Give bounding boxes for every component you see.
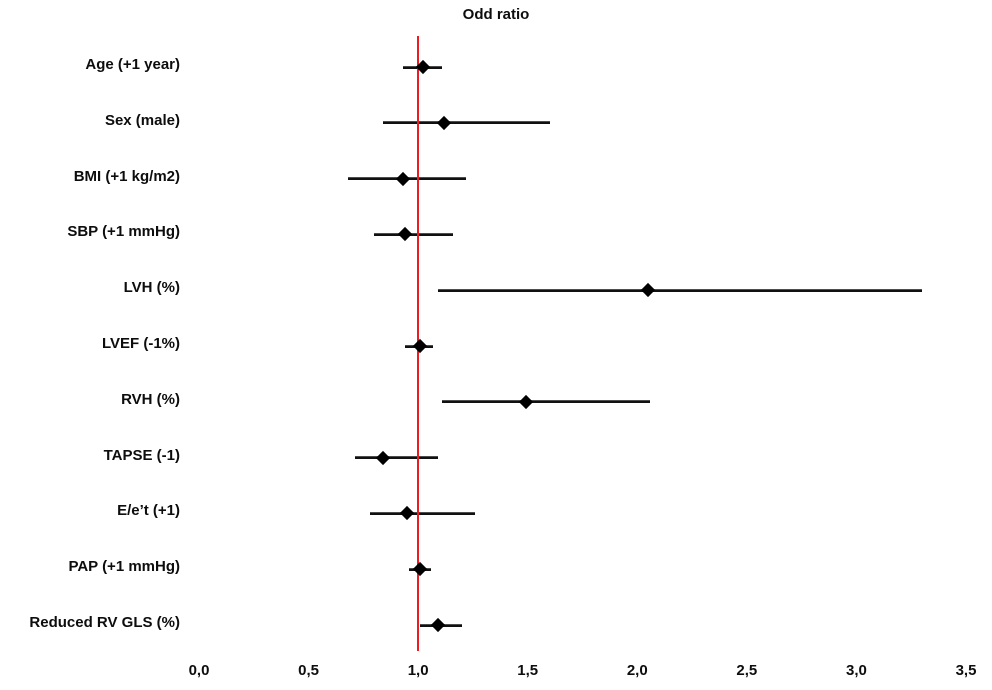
ci-line <box>383 121 550 125</box>
or-marker <box>413 562 428 577</box>
row-label: SBP (+1 mmHg) <box>67 223 180 241</box>
x-tick-label: 3,0 <box>845 662 867 679</box>
ci-line <box>369 511 476 515</box>
row-label: RVH (%) <box>121 390 180 408</box>
row-label: Sex (male) <box>104 111 180 129</box>
x-tick-label: 0,5 <box>298 662 319 679</box>
x-tick-label: 3,5 <box>955 662 977 679</box>
row-label: Age (+1 year) <box>85 56 180 73</box>
row-label: LVEF (-1%) <box>101 335 180 352</box>
chart-title: Odd ratio <box>462 6 530 23</box>
row-label: PAP (+1 mmHg) <box>68 558 180 576</box>
x-tick-label: 2,5 <box>736 662 758 679</box>
row-label: LVH (%) <box>123 279 180 297</box>
x-tick-label: 1,5 <box>517 662 539 679</box>
ci-line <box>437 288 923 292</box>
x-tick-label: 1,0 <box>407 662 429 679</box>
or-marker <box>641 283 656 298</box>
ci-line <box>354 456 438 460</box>
row-label: E/e’t (+1) <box>117 502 180 520</box>
or-marker <box>400 506 415 521</box>
or-marker <box>397 227 413 242</box>
row-label: TAPSE (-1) <box>103 446 180 464</box>
or-marker <box>413 338 428 354</box>
row-label: Reduced RV GLS (%) <box>29 614 180 631</box>
x-tick-label: 2,0 <box>626 662 648 679</box>
or-marker <box>395 171 410 186</box>
or-marker <box>437 115 452 130</box>
row-label: BMI (+1 kg/m2) <box>73 167 180 185</box>
or-marker <box>376 450 391 465</box>
x-tick-label: 0,0 <box>188 662 210 679</box>
ci-line <box>442 400 651 404</box>
or-marker <box>518 394 533 409</box>
or-marker <box>430 617 445 633</box>
ci-line <box>374 232 454 236</box>
